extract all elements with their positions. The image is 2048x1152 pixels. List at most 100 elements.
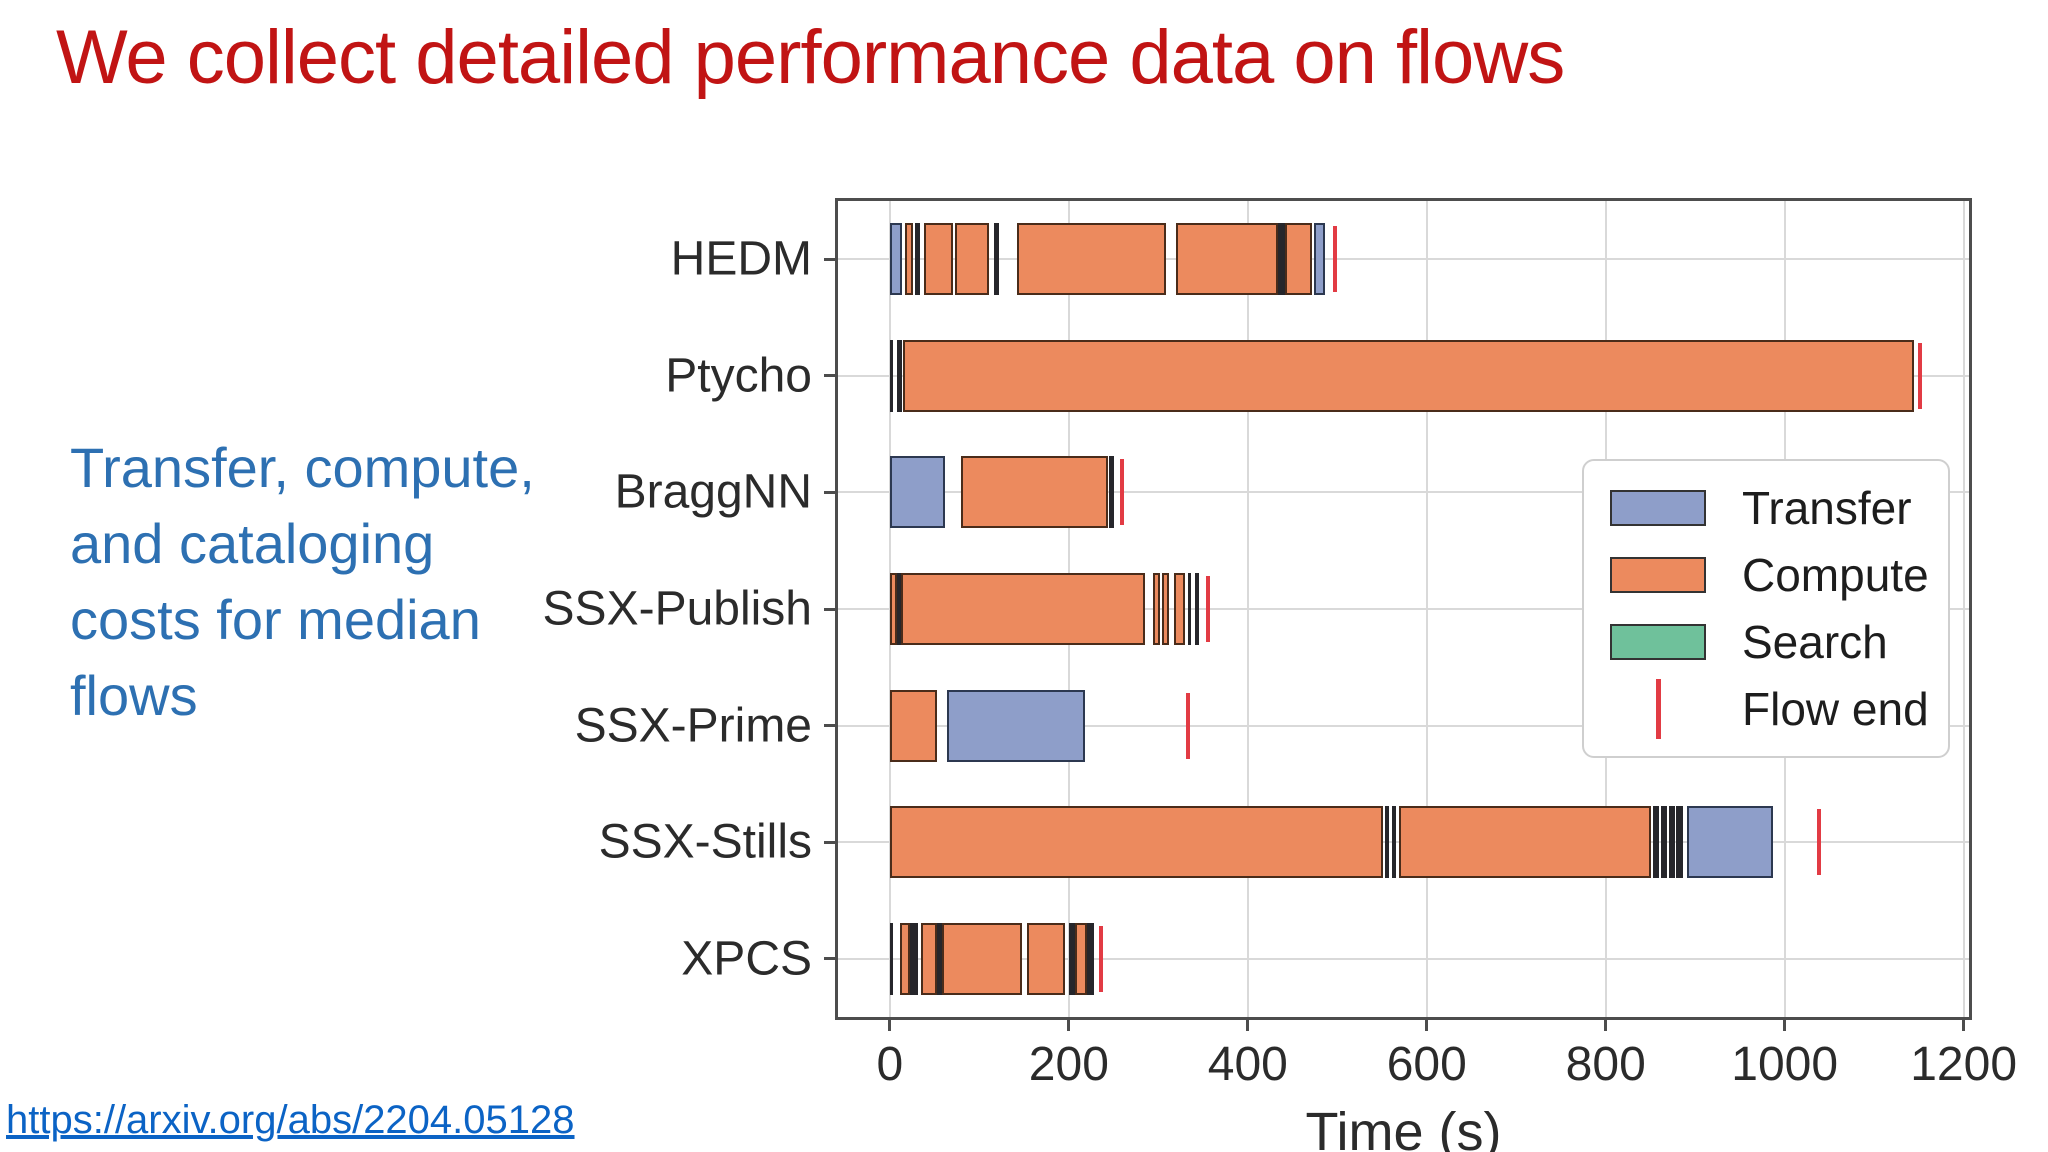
flow-segment-dark xyxy=(1195,573,1199,645)
flow-segment-compute xyxy=(1174,573,1186,645)
y-gridline xyxy=(838,724,1969,727)
flow-segment-compute xyxy=(1161,573,1170,645)
y-tick-mark xyxy=(824,957,838,961)
x-tick-mark xyxy=(1604,1017,1608,1031)
flow-segment-dark xyxy=(909,922,918,995)
legend-item: Flow end xyxy=(1610,679,1929,739)
flow-segment-dark xyxy=(937,922,942,995)
x-tick-mark xyxy=(1067,1017,1071,1031)
y-axis-label: BraggNN xyxy=(614,465,812,519)
y-axis-label: XPCS xyxy=(681,932,812,986)
flow-end-marker xyxy=(1206,576,1211,642)
flow-segment-compute xyxy=(889,806,1383,879)
flow-segment-compute xyxy=(921,922,938,995)
legend-item: Search xyxy=(1610,615,1922,669)
plot-area: Transfer Compute Search Flow end Time (s) 0… xyxy=(543,198,2017,1152)
x-tick-mark xyxy=(888,1017,892,1031)
flow-segment-dark xyxy=(1278,223,1286,296)
flow-segment-transfer xyxy=(1687,806,1774,879)
chart-legend: Transfer Compute Search Flow end xyxy=(1582,459,1950,758)
flow-segment-compute xyxy=(941,922,1023,995)
flow-end-marker xyxy=(1816,809,1821,876)
x-tick-mark xyxy=(1425,1017,1429,1031)
flow-segment-transfer xyxy=(1314,223,1325,296)
y-axis-label: SSX-Prime xyxy=(574,699,812,753)
flow-segment-dark xyxy=(1653,806,1659,879)
flow-end-marker xyxy=(1099,925,1104,992)
y-tick-mark xyxy=(824,374,838,378)
legend-swatch-search xyxy=(1610,624,1706,660)
flow-segment-dark xyxy=(1676,806,1683,879)
legend-label: Compute xyxy=(1742,549,1929,601)
x-tick-label: 1000 xyxy=(1731,1038,1839,1091)
x-tick-mark xyxy=(1783,1017,1787,1031)
flow-end-marker xyxy=(1185,692,1190,759)
flow-segment-dark xyxy=(897,573,901,645)
flow-segment-dark xyxy=(889,339,893,412)
flow-segment-compute xyxy=(1285,223,1313,296)
flow-segment-compute xyxy=(903,339,1914,412)
y-gridline xyxy=(838,258,1969,261)
y-tick-mark xyxy=(824,724,838,728)
flow-segment-transfer xyxy=(889,456,946,529)
y-gridline xyxy=(838,608,1969,610)
flow-segment-compute xyxy=(960,456,1109,529)
y-tick-mark xyxy=(824,257,838,261)
x-tick-label: 1200 xyxy=(1910,1038,2018,1091)
y-axis-label: Ptycho xyxy=(665,349,812,403)
legend-item: Transfer xyxy=(1610,481,1922,535)
x-tick-label: 600 xyxy=(1386,1038,1467,1091)
flow-segment-compute xyxy=(1152,573,1161,645)
legend-label: Flow end xyxy=(1742,683,1929,735)
legend-swatch-flow_end xyxy=(1610,679,1706,739)
flow-end-marker xyxy=(1333,226,1338,293)
slide-title: We collect detailed performance data on … xyxy=(56,15,1565,100)
flow-segment-compute xyxy=(899,922,910,995)
flow-segment-compute xyxy=(1399,806,1652,879)
y-gridline xyxy=(838,957,1969,960)
flow-segment-compute xyxy=(955,223,990,296)
legend-label: Transfer xyxy=(1742,482,1912,534)
flow-segment-dark xyxy=(914,223,921,296)
slide-subtitle: Transfer, compute, and cataloging costs … xyxy=(70,436,535,727)
flow-performance-chart: Transfer Compute Search Flow end Time (s) 0… xyxy=(543,198,2017,1152)
x-tick-label: 800 xyxy=(1565,1038,1646,1091)
flow-segment-dark xyxy=(1187,573,1192,645)
flow-segment-compute xyxy=(1176,223,1279,296)
flow-segment-compute xyxy=(905,223,914,296)
flow-segment-dark xyxy=(1086,922,1094,995)
x-tick-label: 400 xyxy=(1207,1038,1288,1091)
flow-segment-dark xyxy=(1384,806,1390,879)
x-tick-label: 200 xyxy=(1028,1038,1109,1091)
flow-segment-dark xyxy=(1391,806,1397,879)
x-tick-label: 0 xyxy=(876,1038,904,1091)
flow-segment-compute xyxy=(889,573,898,645)
flow-segment-compute xyxy=(1016,223,1167,296)
flow-segment-dark xyxy=(889,922,893,995)
flow-segment-dark xyxy=(897,339,902,412)
flow-segment-dark xyxy=(993,223,1000,296)
y-tick-mark xyxy=(824,490,838,494)
flow-segment-dark xyxy=(1109,456,1115,529)
x-tick-mark xyxy=(1246,1017,1250,1031)
flow-segment-compute xyxy=(889,689,938,762)
arxiv-link[interactable]: https://arxiv.org/abs/2204.05128 xyxy=(6,1098,575,1142)
flow-segment-transfer xyxy=(947,689,1085,762)
flow-end-line-glyph xyxy=(1655,679,1661,739)
flow-segment-dark xyxy=(1669,806,1676,879)
flow-end-marker xyxy=(1119,459,1124,526)
legend-label: Search xyxy=(1742,616,1888,668)
y-axis-label: SSX-Stills xyxy=(598,815,812,869)
legend-swatch-transfer xyxy=(1610,490,1706,526)
flow-segment-compute xyxy=(1075,922,1087,995)
flow-segment-dark xyxy=(1661,806,1667,879)
y-tick-mark xyxy=(824,607,838,611)
y-tick-mark xyxy=(824,840,838,844)
flow-segment-dark xyxy=(1068,922,1076,995)
legend-item: Compute xyxy=(1610,548,1929,602)
y-gridline xyxy=(838,491,1969,494)
x-tick-mark xyxy=(1962,1017,1966,1031)
flow-end-marker xyxy=(1917,342,1922,409)
flow-segment-compute xyxy=(1026,922,1066,995)
